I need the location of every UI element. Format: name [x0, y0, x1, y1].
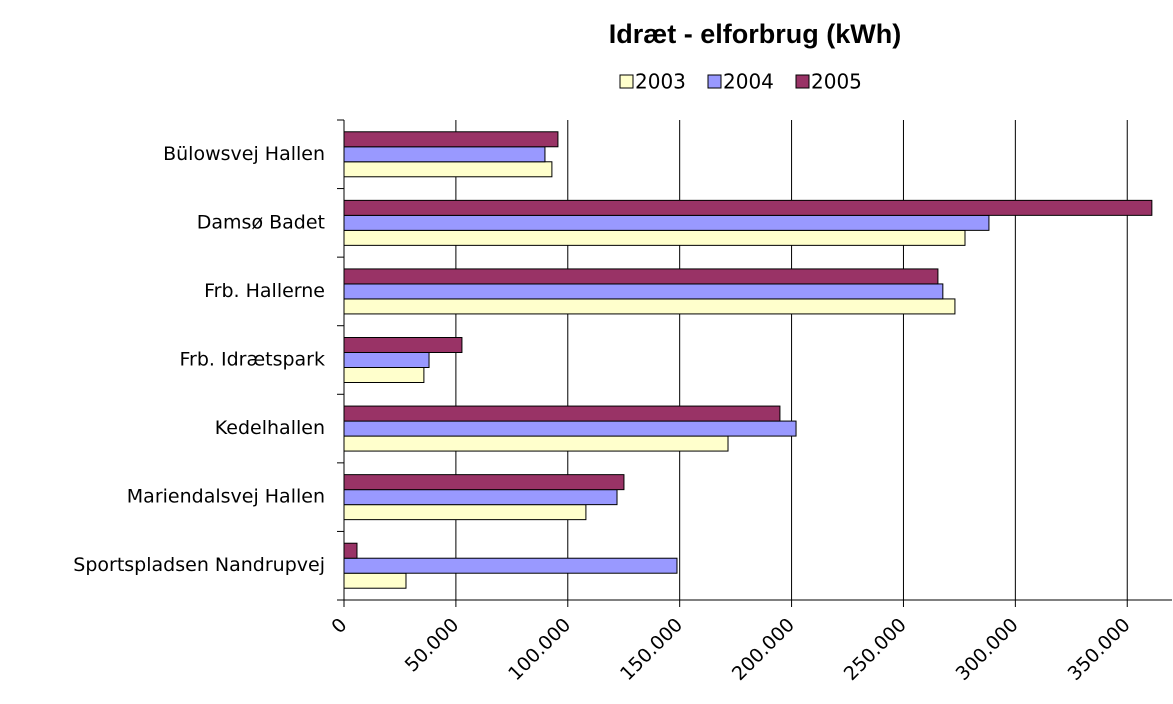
- y-tick-label: Mariendalsvej Hallen: [127, 486, 325, 508]
- bar: [343, 298, 956, 315]
- bar: [343, 214, 990, 231]
- y-tick-label: Sportspladsen Nandrupvej: [73, 554, 325, 576]
- y-tick-label: Frb. Idrætspark: [180, 349, 326, 371]
- x-tick-label: 300.000: [952, 614, 1023, 685]
- bar: [343, 542, 358, 559]
- bar: [343, 420, 797, 437]
- legend-swatch: [707, 74, 722, 89]
- bar: [343, 474, 625, 491]
- bar: [343, 283, 944, 300]
- bar: [343, 161, 553, 178]
- y-tick-label: Bülowsvej Hallen: [163, 143, 325, 165]
- chart-title: Idræt - elforbrug (kWh): [609, 19, 901, 49]
- legend-swatch: [795, 74, 810, 89]
- bar: [343, 489, 618, 506]
- x-tick-label: 0: [327, 614, 351, 638]
- bar: [343, 367, 425, 383]
- bar: [343, 557, 678, 574]
- bar: [343, 131, 559, 148]
- legend-swatch: [619, 74, 634, 89]
- y-tick-label: Damsø Badet: [197, 211, 325, 233]
- bar: [343, 268, 939, 285]
- x-tick-label: 100.000: [504, 614, 575, 685]
- x-tick-label: 50.000: [401, 614, 464, 677]
- legend-label: 2003: [635, 70, 686, 94]
- bar: [343, 337, 463, 353]
- bar: [343, 229, 966, 246]
- bar: [343, 146, 546, 163]
- bar: [343, 405, 781, 422]
- legend-label: 2005: [811, 70, 862, 94]
- x-tick-label: 200.000: [728, 614, 799, 685]
- x-tick-label: 350.000: [1064, 614, 1135, 685]
- x-tick-label: 250.000: [840, 614, 911, 685]
- bar: [343, 435, 729, 452]
- y-tick-label: Kedelhallen: [215, 417, 325, 439]
- legend-label: 2004: [723, 70, 774, 94]
- bar: [343, 352, 430, 368]
- bar: [343, 504, 587, 521]
- bar: [343, 572, 407, 589]
- y-tick-label: Frb. Hallerne: [204, 280, 325, 302]
- bar: [343, 199, 1153, 216]
- x-tick-label: 150.000: [616, 614, 687, 685]
